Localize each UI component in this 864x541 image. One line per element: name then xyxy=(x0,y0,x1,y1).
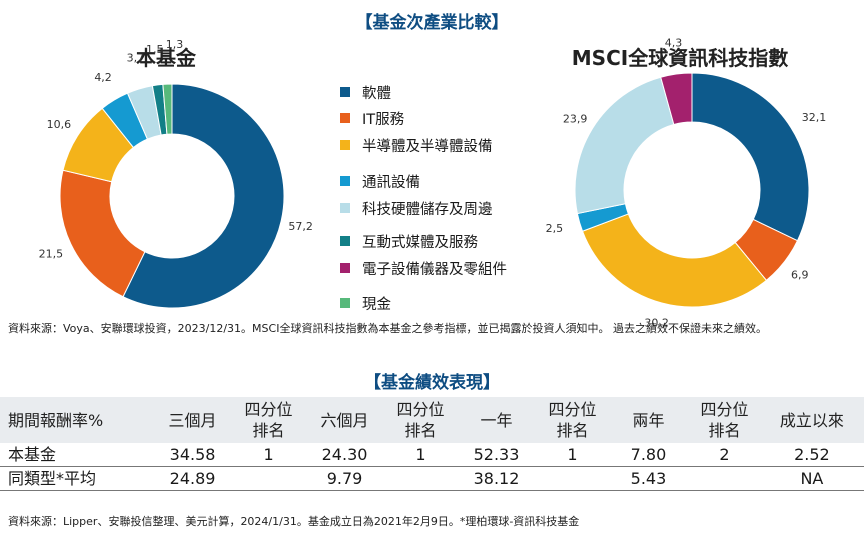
cell-rank-2y: 2 xyxy=(689,443,760,467)
cell-1y: 52.33 xyxy=(455,443,538,467)
cell-since-inception: 2.52 xyxy=(759,443,864,467)
donut-slice xyxy=(574,76,675,215)
legend-label: 電子設備儀器及零組件 xyxy=(362,261,507,278)
cell-rank-1y: 1 xyxy=(537,443,608,467)
header-6m: 六個月 xyxy=(303,397,386,443)
data-label: 10,6 xyxy=(47,118,72,131)
cell-2y: 7.80 xyxy=(607,443,690,467)
legend-swatch xyxy=(340,176,350,186)
header-rank-1y: 四分位 排名 xyxy=(537,397,608,443)
table-row-fund: 本基金 34.58 1 24.30 1 52.33 1 7.80 2 2.52 xyxy=(0,443,864,467)
cell-3m: 24.89 xyxy=(151,466,234,491)
legend-swatch xyxy=(340,236,350,246)
source-note-performance: 資料來源：Lipper、安聯投信整理、美元計算，2024/1/31。基金成立日為… xyxy=(8,515,580,528)
header-since-inception: 成立以來 xyxy=(759,397,864,443)
chart-title-msci: MSCI全球資訊科技指數 xyxy=(571,46,789,70)
data-label: 4,2 xyxy=(94,71,112,84)
row-label: 同類型*平均 xyxy=(0,466,152,491)
legend-label: 半導體及半導體設備 xyxy=(362,138,493,155)
chart-legend: 軟體 IT服務半導體及半導體設備 通訊設備科技硬體儲存及周邊 互動式媒體及服務電子設備… xyxy=(340,80,570,320)
legend-label: 現金 xyxy=(362,296,391,313)
source-note-industry: 資料來源：Voya、安聯環球投資，2023/12/31。MSCI全球資訊科技指數… xyxy=(8,322,767,335)
legend-label: IT服務 xyxy=(362,111,405,128)
donut-slice xyxy=(691,72,810,242)
performance-table: 期間報酬率% 三個月 四分位 排名 六個月 四分位 排名 一年 四分位 排名 兩年 四… xyxy=(0,397,864,491)
legend-swatch xyxy=(340,113,350,123)
cell-6m: 9.79 xyxy=(303,466,386,491)
legend-item: 軟體 xyxy=(340,82,391,102)
legend-swatch xyxy=(340,87,350,97)
header-period: 期間報酬率% xyxy=(0,397,152,443)
header-rank-3m: 四分位 排名 xyxy=(233,397,304,443)
donut-slice xyxy=(660,72,693,126)
legend-swatch xyxy=(340,298,350,308)
header-rank-6m: 四分位 排名 xyxy=(385,397,456,443)
legend-label: 軟體 xyxy=(362,85,391,102)
data-label: 23,9 xyxy=(563,113,588,126)
cell-rank-2y xyxy=(689,466,760,491)
legend-item: 科技硬體儲存及周邊 xyxy=(340,198,493,218)
donut-slice xyxy=(59,169,146,298)
data-label: 4,3 xyxy=(665,36,683,49)
data-label: 1,3 xyxy=(166,38,184,51)
cell-since-inception: NA xyxy=(759,466,864,491)
cell-rank-1y xyxy=(537,466,608,491)
legend-swatch xyxy=(340,203,350,213)
cell-6m: 24.30 xyxy=(303,443,386,467)
data-label: 1,5 xyxy=(146,43,164,56)
header-3m: 三個月 xyxy=(151,397,234,443)
chart-title-fund: 本基金 xyxy=(136,46,196,70)
legend-item: 互動式媒體及服務 xyxy=(340,231,478,251)
cell-rank-6m xyxy=(385,466,456,491)
legend-item: 通訊設備 xyxy=(340,171,420,191)
legend-label: 通訊設備 xyxy=(362,174,420,191)
cell-rank-3m xyxy=(233,466,304,491)
legend-item: 電子設備儀器及零組件 xyxy=(340,258,507,278)
legend-item: 半導體及半導體設備 xyxy=(340,135,493,155)
section-title-industry: 【基金次產業比較】 xyxy=(355,13,509,33)
table-header-row: 期間報酬率% 三個月 四分位 排名 六個月 四分位 排名 一年 四分位 排名 兩年 四… xyxy=(0,397,864,443)
header-2y: 兩年 xyxy=(607,397,690,443)
data-label: 30,2 xyxy=(644,316,669,329)
header-rank-2y: 四分位 排名 xyxy=(689,397,760,443)
data-label: 32,1 xyxy=(802,111,827,124)
row-label: 本基金 xyxy=(0,443,152,467)
legend-swatch xyxy=(340,263,350,273)
cell-rank-3m: 1 xyxy=(233,443,304,467)
cell-1y: 38.12 xyxy=(455,466,538,491)
legend-item: IT服務 xyxy=(340,108,404,128)
legend-swatch xyxy=(340,140,350,150)
data-label: 21,5 xyxy=(39,247,64,260)
table-row-peer-average: 同類型*平均 24.89 9.79 38.12 5.43 NA xyxy=(0,466,864,491)
legend-item: 現金 xyxy=(340,293,391,313)
donut-slice xyxy=(122,83,285,309)
donut-slice xyxy=(162,83,173,135)
data-label: 2,5 xyxy=(546,222,564,235)
cell-2y: 5.43 xyxy=(607,466,690,491)
legend-label: 科技硬體儲存及周邊 xyxy=(362,201,493,218)
data-label: 6,9 xyxy=(791,269,809,282)
section-title-performance: 【基金績效表現】 xyxy=(364,373,500,393)
cell-rank-6m: 1 xyxy=(385,443,456,467)
data-label: 57,2 xyxy=(288,220,313,233)
data-label: 3,7 xyxy=(127,52,145,65)
cell-3m: 34.58 xyxy=(151,443,234,467)
donut-slice xyxy=(581,213,768,308)
header-1y: 一年 xyxy=(455,397,538,443)
legend-label: 互動式媒體及服務 xyxy=(362,234,478,251)
